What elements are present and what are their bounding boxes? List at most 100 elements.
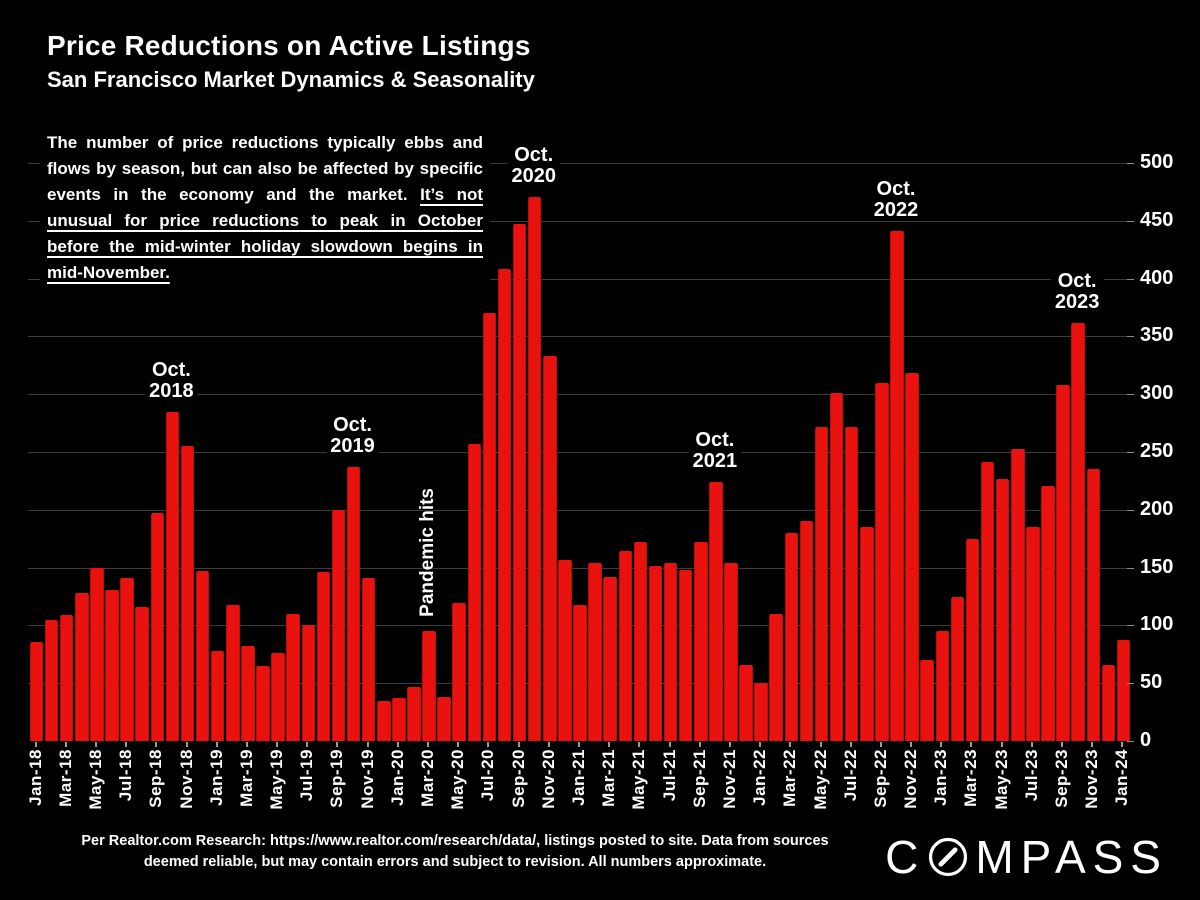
y-axis-tick — [1127, 683, 1134, 685]
x-axis-tick — [396, 742, 399, 747]
bar-Nov-22 — [905, 373, 919, 741]
gridline — [28, 394, 1130, 396]
bar-Nov-23 — [1086, 469, 1100, 741]
y-axis-label: 200 — [1140, 497, 1174, 520]
x-axis-tick — [366, 742, 369, 747]
annotation-pandemic-hits: Pandemic hits — [417, 488, 439, 618]
bar-Sep-20 — [512, 224, 527, 741]
y-axis-label: 250 — [1140, 440, 1174, 462]
y-axis-tick — [1127, 278, 1134, 280]
y-axis-tick — [1127, 625, 1134, 627]
bar-May-19 — [271, 653, 285, 741]
bar-Dec-19 — [377, 700, 391, 741]
x-axis-tick — [1121, 742, 1124, 747]
y-axis-label: 150 — [1140, 555, 1174, 578]
gridline — [28, 336, 1130, 338]
bar-Mar-19 — [241, 646, 255, 741]
bar-Jan-24 — [1116, 640, 1131, 741]
bar-Sep-22 — [875, 382, 889, 741]
bar-Feb-22 — [769, 613, 783, 741]
x-axis-tick — [819, 742, 822, 747]
x-axis-tick — [578, 742, 580, 747]
bar-Oct-20 — [527, 196, 542, 741]
x-axis-tick — [608, 742, 611, 747]
x-axis-tick — [698, 742, 701, 747]
x-axis-tick — [1061, 742, 1064, 747]
x-axis-tick — [1091, 742, 1094, 747]
y-axis-label: 0 — [1140, 729, 1152, 751]
bar-Nov-20 — [543, 356, 557, 741]
x-axis-tick — [849, 742, 852, 747]
bar-Dec-21 — [739, 664, 753, 741]
bar-Apr-23 — [980, 462, 995, 741]
x-axis-label: Mar-20 — [418, 749, 438, 807]
bar-Mar-22 — [784, 532, 799, 741]
x-axis-tick — [125, 742, 128, 747]
x-axis-label: Jul-20 — [478, 749, 498, 802]
annotation-oct-2021: Oct. 2021 — [688, 430, 742, 473]
x-axis-label: May-19 — [267, 749, 287, 810]
bar-Mar-23 — [965, 538, 980, 741]
bar-Oct-18 — [165, 411, 180, 741]
bar-Jan-23 — [935, 631, 950, 741]
logo-letters-mpass: MPASS — [975, 831, 1168, 883]
x-axis-label: May-18 — [85, 749, 105, 810]
source-note: Per Realtor.com Research: https://www.re… — [81, 833, 829, 870]
x-axis-label: May-20 — [448, 749, 468, 810]
bar-Apr-22 — [799, 521, 814, 741]
bar-Dec-20 — [558, 559, 572, 741]
bar-Feb-21 — [588, 562, 602, 741]
bar-Jan-20 — [392, 698, 406, 741]
annotation-oct-2019: Oct. 2019 — [326, 415, 379, 458]
x-axis-label: Jan-20 — [387, 749, 407, 806]
y-axis-label: 450 — [1140, 208, 1174, 231]
bar-Jul-19 — [301, 625, 316, 741]
x-axis-tick — [64, 742, 67, 747]
y-axis-label: 400 — [1140, 266, 1174, 289]
x-axis-tick — [185, 742, 188, 747]
bar-Oct-23 — [1071, 322, 1085, 741]
x-axis-tick — [336, 742, 339, 747]
x-axis-tick — [547, 742, 550, 747]
bar-Feb-19 — [226, 604, 240, 741]
y-axis-tick — [1127, 509, 1134, 511]
bar-Aug-22 — [860, 527, 874, 741]
x-axis-tick — [879, 742, 882, 747]
x-axis-label: Jul-21 — [659, 749, 679, 802]
gridline — [28, 220, 1130, 222]
bar-Nov-19 — [361, 578, 376, 741]
bar-Oct-19 — [346, 467, 361, 741]
gridline — [28, 452, 1130, 453]
x-axis-tick — [1030, 742, 1033, 747]
x-axis-label: Sep-21 — [689, 749, 709, 808]
y-axis-tick — [1127, 567, 1134, 569]
annotation-oct-2020: Oct. 2020 — [507, 144, 560, 187]
x-axis-tick — [215, 742, 218, 747]
logo-letter-c: C — [885, 831, 926, 883]
x-axis-tick — [638, 742, 641, 747]
x-axis-label: Sep-19 — [327, 749, 347, 808]
bar-Mar-20 — [422, 631, 436, 741]
bar-May-23 — [995, 478, 1010, 741]
bar-Apr-20 — [437, 697, 451, 741]
x-axis-label: Sep-22 — [870, 749, 890, 808]
x-axis-label: Nov-20 — [538, 749, 558, 809]
x-axis-tick — [155, 742, 158, 747]
x-axis-tick — [517, 742, 520, 747]
bar-Aug-19 — [316, 572, 331, 741]
y-axis-label: 100 — [1140, 613, 1174, 636]
x-axis-label: Mar-22 — [780, 749, 800, 807]
x-axis-tick — [668, 742, 671, 747]
bar-Sep-21 — [694, 542, 708, 741]
x-axis-label: May-22 — [810, 749, 830, 810]
compass-logo: C MPASS — [885, 830, 1168, 884]
x-axis-label: Jul-23 — [1021, 749, 1041, 802]
x-axis-tick — [759, 742, 762, 747]
bar-Sep-23 — [1056, 384, 1070, 741]
x-axis-label: Nov-18 — [176, 749, 196, 809]
x-axis-label: Nov-22 — [901, 749, 921, 809]
commentary-underlined: It’s not unusual for price reductions to… — [47, 185, 483, 282]
x-axis-label: Sep-23 — [1052, 749, 1072, 808]
commentary-normal: The number of price reductions typically… — [47, 133, 483, 204]
